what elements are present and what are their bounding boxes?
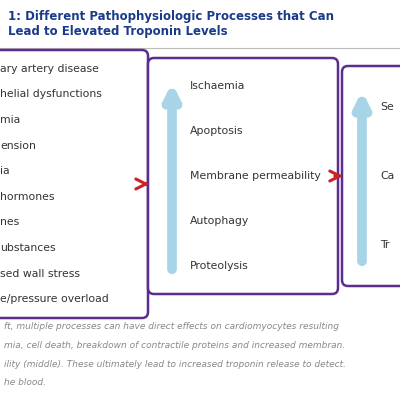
Text: nes: nes <box>0 218 19 227</box>
Text: mia, cell death, breakdown of contractile proteins and increased membran.: mia, cell death, breakdown of contractil… <box>4 341 345 350</box>
Text: helial dysfunctions: helial dysfunctions <box>0 89 102 99</box>
Text: ility (middle). These ultimately lead to increased troponin release to detect.: ility (middle). These ultimately lead to… <box>4 360 346 369</box>
FancyBboxPatch shape <box>0 50 148 318</box>
Text: ary artery disease: ary artery disease <box>0 64 99 74</box>
Text: Autophagy: Autophagy <box>190 216 249 226</box>
Text: he blood.: he blood. <box>4 378 46 387</box>
Text: Membrane permeability: Membrane permeability <box>190 171 321 181</box>
Text: Proteolysis: Proteolysis <box>190 261 249 270</box>
Text: ft, multiple processes can have direct effects on cardiomyocytes resulting: ft, multiple processes can have direct e… <box>4 322 339 331</box>
FancyBboxPatch shape <box>148 58 338 294</box>
Text: Apoptosis: Apoptosis <box>190 126 244 136</box>
Text: 1: Different Pathophysiologic Processes that Can
Lead to Elevated Troponin Level: 1: Different Pathophysiologic Processes … <box>8 10 334 38</box>
Text: Se: Se <box>380 102 394 112</box>
Text: ia: ia <box>0 166 10 176</box>
Text: Ca: Ca <box>380 171 394 181</box>
Text: ubstances: ubstances <box>0 243 56 253</box>
Text: hormones: hormones <box>0 192 54 202</box>
Text: Tr: Tr <box>380 240 389 250</box>
Text: ension: ension <box>0 141 36 150</box>
FancyBboxPatch shape <box>342 66 400 286</box>
Text: sed wall stress: sed wall stress <box>0 269 80 278</box>
Text: mia: mia <box>0 115 20 125</box>
Text: Ischaemia: Ischaemia <box>190 81 245 91</box>
Text: e/pressure overload: e/pressure overload <box>0 294 109 304</box>
